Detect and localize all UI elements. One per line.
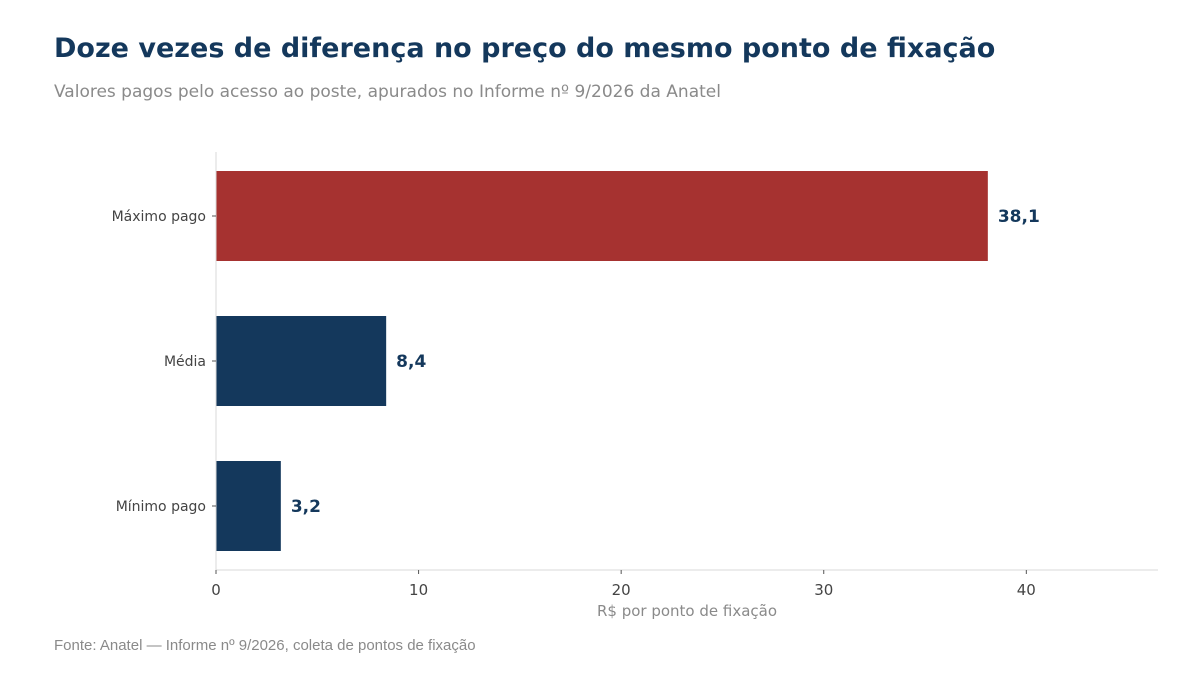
- y-tick-label: Média: [164, 354, 206, 370]
- bar: [216, 316, 387, 406]
- bar-value-label: 3,2: [291, 497, 321, 517]
- x-tick-label: 0: [211, 581, 221, 599]
- x-tick-label: 40: [1017, 581, 1036, 599]
- x-axis-title: R$ por ponto de fixação: [597, 602, 777, 620]
- chart-title: Doze vezes de diferença no preço do mesm…: [54, 33, 996, 64]
- x-tick-label: 30: [814, 581, 833, 599]
- x-tick-label: 20: [612, 581, 631, 599]
- bar-value-label: 8,4: [396, 352, 426, 372]
- y-tick-label: Máximo pago: [112, 209, 206, 225]
- source-note: Fonte: Anatel — Informe nº 9/2026, colet…: [54, 637, 476, 654]
- chart-subtitle: Valores pagos pelo acesso ao poste, apur…: [54, 82, 721, 102]
- y-tick-label: Mínimo pago: [116, 499, 206, 515]
- bar: [216, 171, 988, 261]
- axes-layer: Máximo pago Média Mínimo pago 0 10 20 30 40 R$ p…: [112, 152, 1158, 620]
- x-tick-label: 10: [409, 581, 428, 599]
- bar-value-label: 38,1: [998, 207, 1040, 227]
- bars-layer: 38,1 8,4 3,2: [216, 171, 1040, 551]
- bar: [216, 461, 281, 551]
